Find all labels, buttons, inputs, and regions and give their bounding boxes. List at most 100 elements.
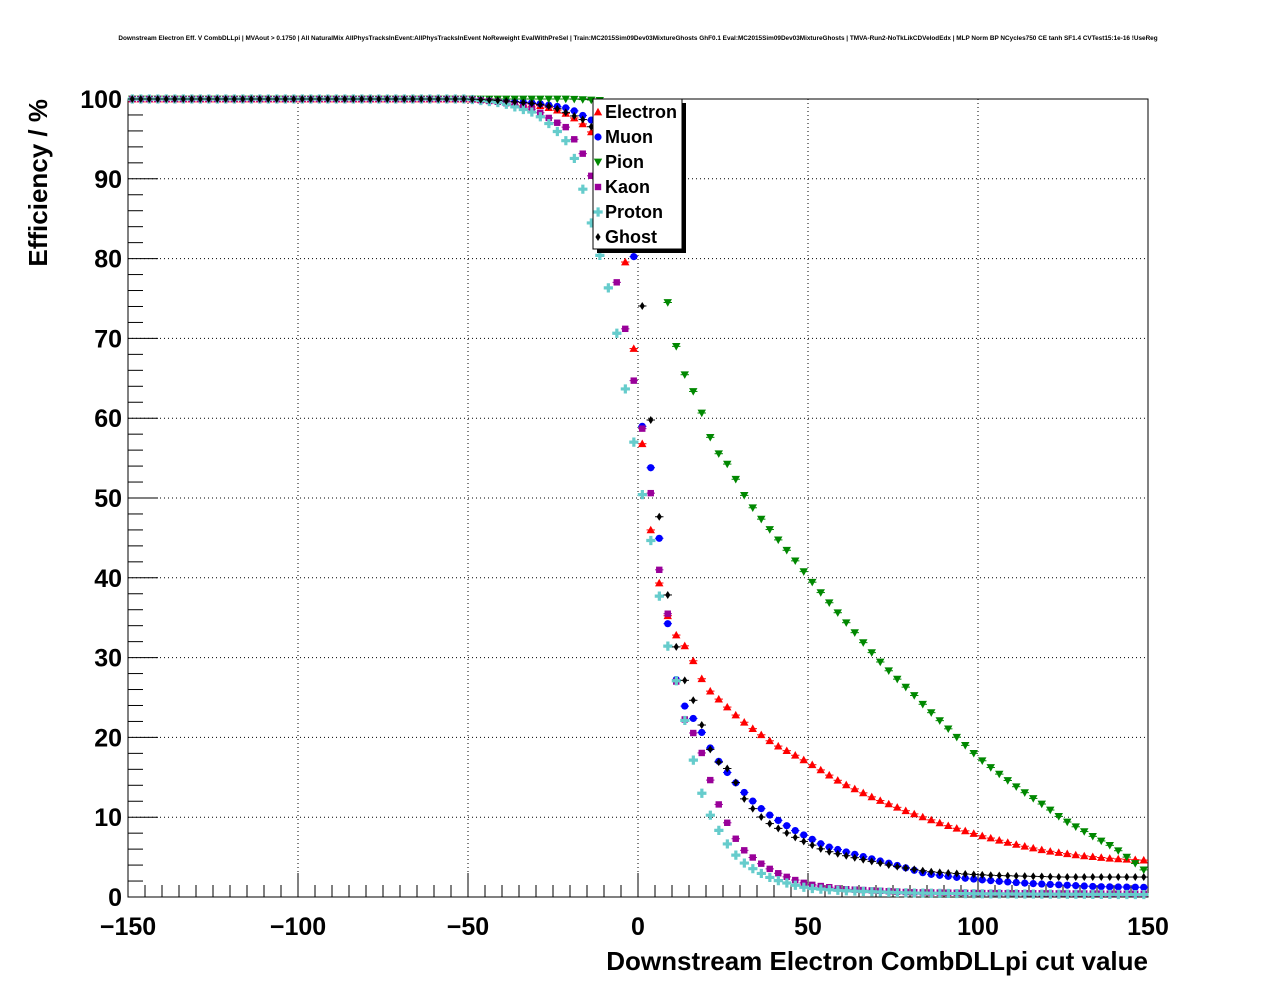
muon-point [1140,883,1148,891]
ghost-point [461,95,467,103]
ghost-point [1090,873,1096,882]
proton-point [646,535,656,546]
proton-point [518,104,528,115]
legend-item-proton: Proton [593,202,663,222]
ghost-point [342,95,348,103]
muon-point [1029,880,1037,888]
ghost-point [1064,873,1070,882]
ghost-point [869,857,875,866]
legend-marker [593,158,603,167]
proton-point [756,868,766,879]
ghost-point [308,95,314,103]
electron-point [995,836,1004,844]
proton-point [671,676,681,686]
ghost-point [138,95,144,103]
muon-point [1097,883,1105,891]
kaon-point [639,425,646,432]
proton-point [1113,889,1123,900]
proton-point [714,825,724,835]
ghost-point [444,95,450,103]
electron-point [1088,852,1097,861]
proton-point [544,118,554,129]
proton-point [969,889,979,899]
pion-point [910,692,919,700]
pion-point [1063,818,1072,827]
proton-point [1054,889,1064,899]
electron-point [621,257,630,266]
ghost-point [886,860,892,869]
proton-point [1071,889,1081,899]
proton-point [816,884,826,894]
muon-point [562,104,570,112]
ghost-point [520,98,526,107]
legend-label: Electron [605,102,677,122]
pion-point [816,589,825,597]
ghost-point [401,95,407,103]
proton-point [918,888,928,898]
electron-point [697,674,706,683]
ghost-point [367,95,373,103]
muon-point [774,816,782,824]
kaon-point [707,776,714,784]
pion-point [1080,828,1089,836]
proton-point [680,715,690,726]
kaon-point [715,801,722,808]
y-tick-label: 60 [94,405,122,433]
legend-marker [594,133,602,141]
electron-point [910,809,919,818]
ghost-point [639,301,645,310]
ghost-point [427,95,433,103]
muon-point [961,874,969,882]
pion-point [1097,837,1106,846]
proton-point [1122,889,1132,900]
pion-point [561,95,570,104]
ghost-point [1047,872,1053,881]
y-tick-label: 80 [94,246,122,274]
ghost-point [376,95,382,103]
ghost-point [1141,873,1147,882]
proton-point [722,839,732,849]
ghost-point [835,849,841,858]
legend-box [592,98,683,250]
ghost-point [716,758,722,767]
ghost-point [248,95,254,103]
proton-point [688,755,698,765]
electron-point [1012,840,1021,848]
muon-point [740,788,748,797]
ghost-point [299,95,305,103]
kaon-point [613,279,620,286]
electron-point [893,803,902,811]
electron-point [714,694,723,703]
kaon-point [622,325,629,333]
y-tick-label: 40 [94,565,122,593]
electron-point [876,796,885,804]
pion-point [935,717,944,725]
y-tick-label: 20 [94,724,122,752]
proton-point [1096,889,1106,899]
kaon-point [732,835,739,842]
pion-point [1071,823,1080,831]
ghost-point [911,865,917,874]
proton-point [552,126,562,137]
proton-point [697,788,707,798]
ghost-point [988,871,994,880]
kaon-point [579,150,586,157]
x-tick-label: −150 [100,913,156,941]
ghost-point [350,95,356,103]
ghost-point [274,95,280,103]
ghost-point [996,871,1002,880]
electron-point [952,824,961,832]
pion-point [825,599,834,607]
muon-point [1038,880,1046,888]
proton-point [875,887,885,897]
muon-point [1012,878,1020,887]
electron-point [901,806,910,815]
ghost-point [359,95,365,103]
muon-point [995,877,1003,885]
proton-point [926,888,936,898]
kaon-point [562,123,569,131]
muon-point [1046,880,1054,889]
ghost-point [673,642,679,651]
pion-point [714,450,723,458]
